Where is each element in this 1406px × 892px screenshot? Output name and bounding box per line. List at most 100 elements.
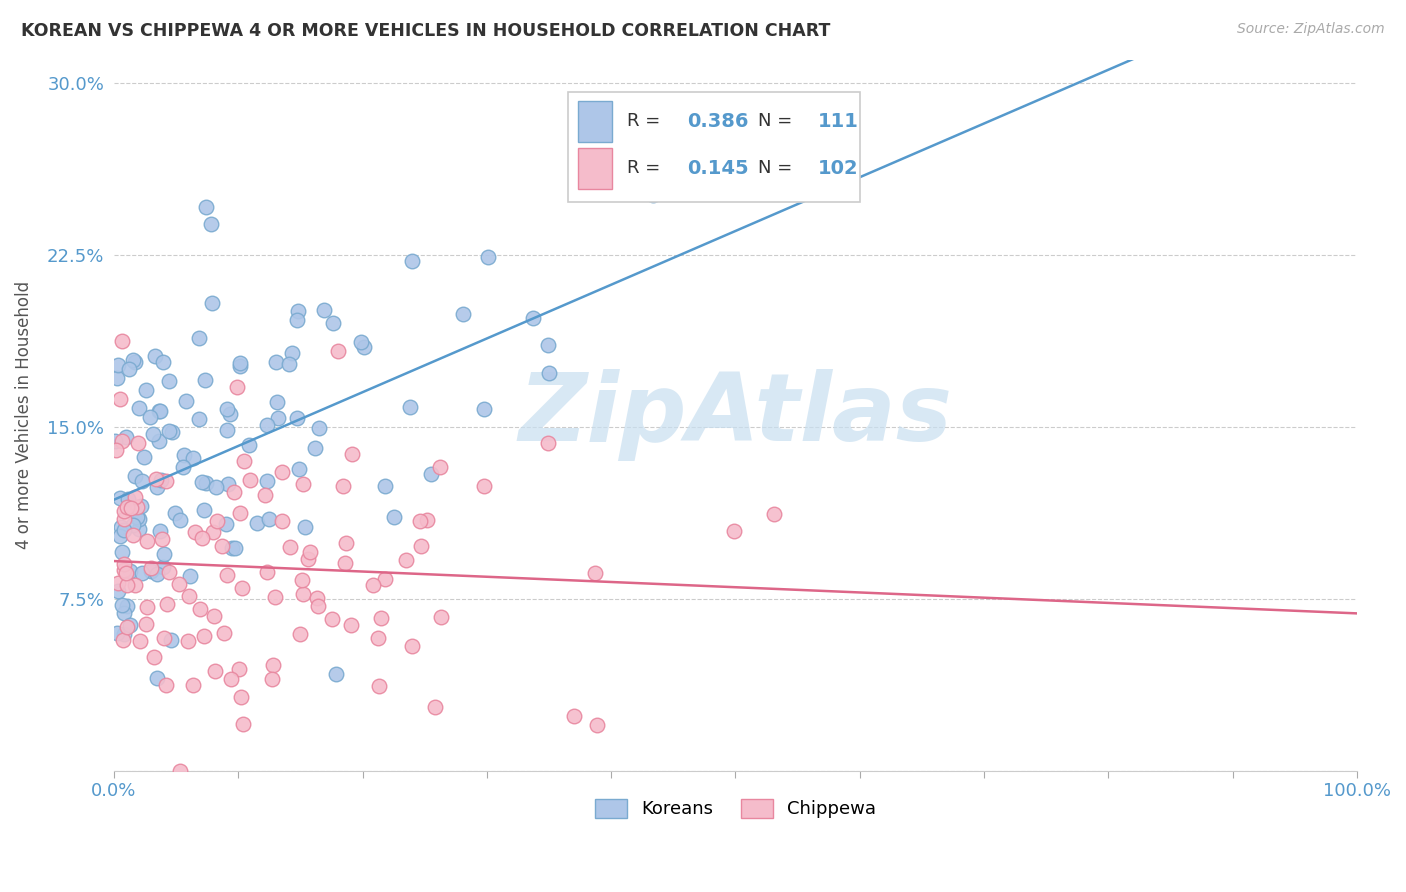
Point — [335, 536, 357, 550]
Point — [153, 547, 176, 561]
Point — [149, 473, 172, 487]
Point — [135, 616, 157, 631]
Point — [307, 599, 329, 613]
Point — [472, 401, 495, 416]
Point — [115, 500, 138, 515]
Point — [228, 662, 250, 676]
Point — [305, 591, 328, 605]
Point — [312, 302, 335, 317]
Point — [138, 410, 160, 425]
Text: N =: N = — [758, 112, 797, 130]
Point — [232, 454, 254, 468]
Point — [350, 335, 373, 350]
Point — [143, 650, 166, 665]
Point — [155, 678, 177, 692]
Point — [281, 346, 304, 360]
Text: 0.145: 0.145 — [688, 159, 748, 178]
Point — [326, 343, 349, 358]
Point — [285, 313, 308, 327]
Point — [179, 568, 201, 582]
Point — [308, 421, 330, 435]
Point — [266, 395, 288, 409]
Point — [156, 597, 179, 611]
Point — [370, 610, 392, 624]
Y-axis label: 4 or more Vehicles in Household: 4 or more Vehicles in Household — [15, 281, 32, 549]
Point — [215, 567, 238, 582]
Point — [353, 340, 375, 354]
Point — [145, 566, 167, 581]
Point — [127, 500, 149, 514]
Point — [368, 680, 391, 694]
Point — [179, 589, 201, 603]
Point — [254, 488, 277, 502]
Point — [231, 581, 253, 595]
Point — [146, 671, 169, 685]
Point — [173, 448, 195, 462]
Point — [340, 617, 363, 632]
Text: R =: R = — [627, 112, 666, 130]
Point — [429, 610, 451, 624]
Point — [111, 334, 134, 349]
Point — [136, 533, 159, 548]
FancyBboxPatch shape — [578, 148, 613, 189]
Point — [222, 485, 245, 500]
Point — [270, 466, 292, 480]
Point — [762, 507, 785, 521]
Point — [232, 717, 254, 731]
Point — [256, 565, 278, 579]
Point — [374, 479, 396, 493]
Point — [278, 540, 301, 554]
Point — [142, 426, 165, 441]
Point — [262, 657, 284, 672]
Point — [211, 539, 233, 553]
Point — [111, 599, 134, 613]
Point — [112, 523, 135, 537]
Point — [141, 564, 163, 578]
Legend: Koreans, Chippewa: Koreans, Chippewa — [588, 791, 884, 826]
Point — [129, 500, 152, 514]
Point — [259, 511, 281, 525]
Point — [231, 690, 253, 704]
Point — [152, 560, 174, 574]
Point — [321, 612, 343, 626]
Point — [294, 520, 316, 534]
Point — [159, 632, 181, 647]
Text: R =: R = — [627, 160, 666, 178]
Point — [115, 599, 138, 613]
Point — [256, 417, 278, 432]
Point — [105, 371, 128, 385]
Point — [115, 577, 138, 591]
Point — [114, 512, 136, 526]
Point — [429, 459, 451, 474]
Point — [278, 357, 301, 371]
Point — [229, 359, 252, 373]
Point — [201, 525, 224, 540]
Point — [238, 438, 260, 452]
Point — [271, 515, 294, 529]
Point — [583, 566, 606, 580]
Point — [107, 583, 129, 598]
Point — [205, 514, 228, 528]
Point — [217, 477, 239, 491]
Point — [246, 516, 269, 531]
Point — [290, 573, 312, 587]
Point — [194, 200, 217, 214]
Point — [586, 718, 609, 732]
Point — [167, 577, 190, 591]
Point — [114, 504, 136, 518]
Point — [193, 629, 215, 643]
Point — [200, 217, 222, 231]
Point — [169, 513, 191, 527]
Point — [188, 331, 211, 345]
Point — [304, 441, 326, 455]
Point — [191, 531, 214, 545]
Point — [367, 631, 389, 645]
Point — [115, 566, 138, 580]
Point — [214, 516, 236, 531]
Point — [124, 490, 146, 504]
Point — [108, 392, 131, 406]
Point — [451, 307, 474, 321]
Point — [201, 296, 224, 310]
Point — [157, 374, 180, 388]
Point — [104, 434, 127, 449]
